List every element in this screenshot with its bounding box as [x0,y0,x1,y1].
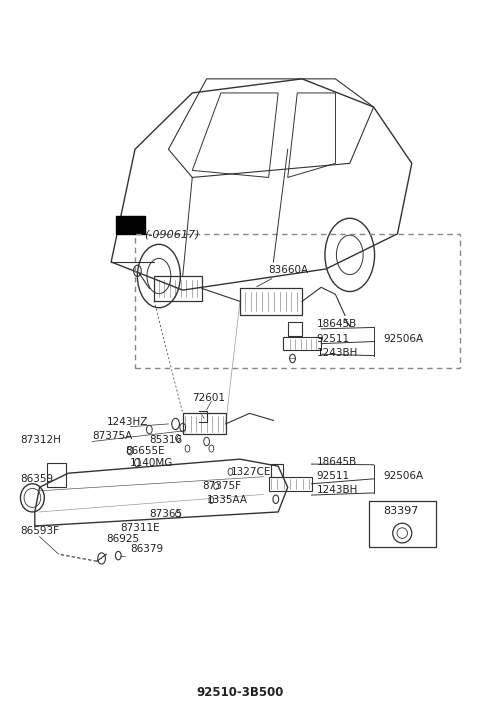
Text: 87375F: 87375F [202,481,241,491]
Text: 86359: 86359 [21,474,54,484]
Text: 1243BH: 1243BH [316,348,358,358]
Text: 87375A: 87375A [92,431,132,441]
Text: 1243HZ: 1243HZ [107,416,148,426]
Text: 86593F: 86593F [21,527,60,537]
Text: 86655E: 86655E [125,446,165,456]
Text: 87312H: 87312H [21,435,61,445]
Text: 92506A: 92506A [383,471,423,481]
Text: 92506A: 92506A [383,334,423,344]
Text: 87311E: 87311E [120,523,160,533]
Text: 86925: 86925 [107,534,140,544]
Text: 18645B: 18645B [316,457,357,467]
Text: 18645B: 18645B [316,320,357,329]
Text: 1243BH: 1243BH [316,485,358,495]
Text: 92511: 92511 [316,334,349,344]
Text: 85316: 85316 [149,435,182,445]
Text: 1335AA: 1335AA [206,495,248,505]
Text: (-090617): (-090617) [144,229,200,239]
Text: 92510-3B500: 92510-3B500 [196,686,284,699]
Text: 83397: 83397 [383,506,419,516]
Text: 86379: 86379 [130,544,163,554]
Text: 87365: 87365 [149,509,182,519]
Text: 83660A: 83660A [257,264,309,287]
Bar [116,216,144,234]
Text: 1140MG: 1140MG [130,458,174,468]
Text: 72601: 72601 [192,393,225,404]
Text: 1327CE: 1327CE [230,467,271,477]
Text: 92511: 92511 [316,471,349,481]
